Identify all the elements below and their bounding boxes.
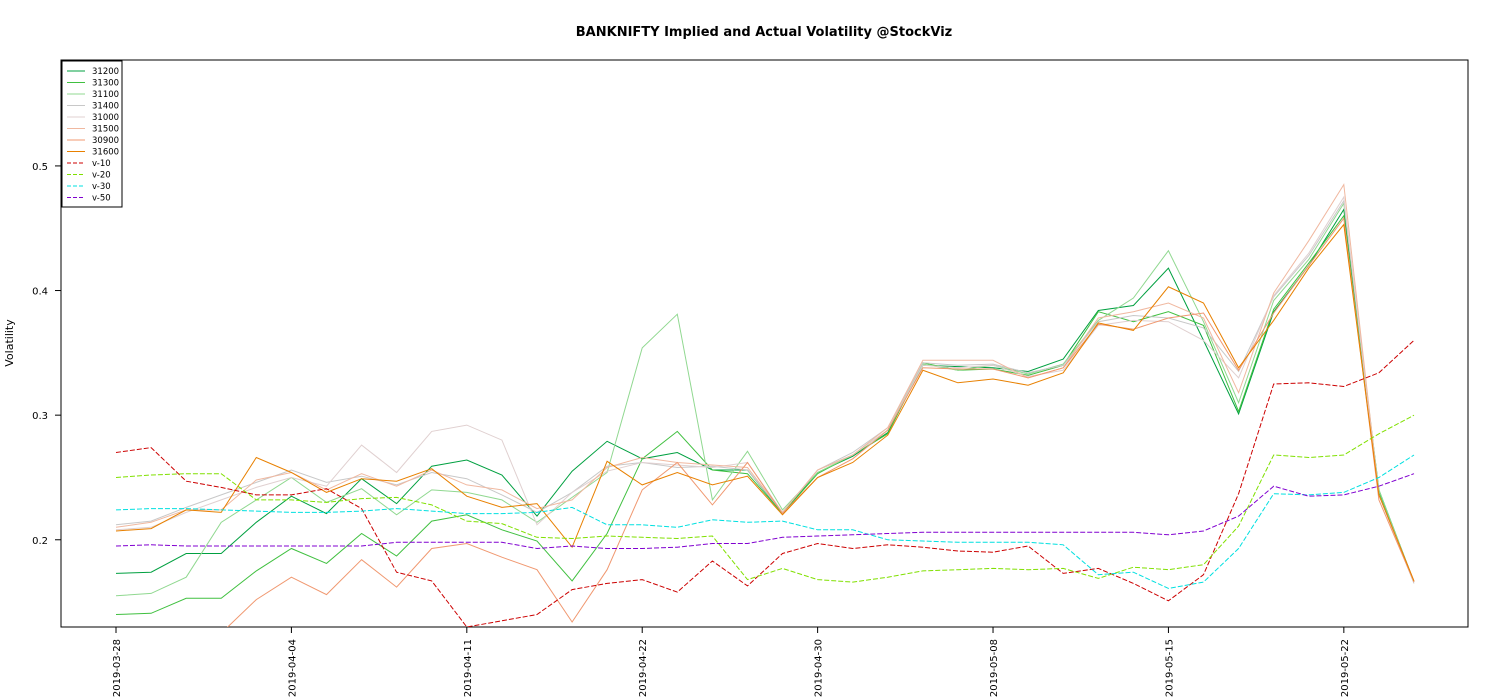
legend-label-v-20: v-20	[92, 171, 111, 181]
x-tick-label: 2019-04-11	[463, 639, 474, 697]
x-tick-label: 2019-05-22	[1340, 639, 1351, 697]
y-axis-label: Volatility	[3, 319, 16, 367]
legend-label-31400: 31400	[92, 102, 119, 112]
legend-label-31000: 31000	[92, 113, 119, 123]
x-tick-label: 2019-05-08	[989, 639, 1000, 697]
legend-label-v-30: v-30	[92, 182, 111, 192]
series-line-31400	[115, 199, 1415, 584]
legend-label-31100: 31100	[92, 90, 119, 100]
series-line-31300	[115, 214, 1415, 615]
x-tick-label: 2019-04-30	[814, 639, 825, 697]
legend-label-v-10: v-10	[92, 159, 111, 169]
series-line-v-30	[115, 454, 1415, 589]
x-tick-label: 2019-03-28	[112, 639, 123, 697]
y-axis: 0.2 0.3 0.4 0.5	[32, 162, 61, 547]
x-axis: 2019-03-28 2019-04-04 2019-04-11 2019-04-22…	[112, 627, 1351, 697]
y-tick-label: 0.2	[32, 536, 48, 547]
legend-label-31500: 31500	[92, 125, 119, 135]
legend-label-v-50: v-50	[92, 194, 111, 204]
series-line-31100	[115, 201, 1415, 597]
series-lines	[115, 183, 1415, 627]
x-tick-label: 2019-04-04	[287, 639, 298, 697]
legend-box	[61, 60, 123, 208]
series-line-v-20	[115, 414, 1415, 583]
legend-label-31600: 31600	[92, 148, 119, 158]
x-tick-label: 2019-05-15	[1164, 639, 1175, 697]
series-line-31600	[115, 223, 1415, 582]
legend-label-31200: 31200	[92, 67, 119, 77]
y-tick-label: 0.3	[32, 411, 48, 422]
series-line-31500	[115, 183, 1415, 583]
y-tick-label: 0.5	[32, 162, 48, 173]
legend-label-30900: 30900	[92, 136, 119, 146]
y-tick-label: 0.4	[32, 287, 48, 298]
plot-area-frame	[60, 59, 1469, 628]
series-line-v-10	[115, 340, 1415, 627]
x-tick-label: 2019-04-22	[638, 639, 649, 697]
chart-title: BANKNIFTY Implied and Actual Volatility …	[576, 25, 952, 40]
series-line-30900	[226, 216, 1415, 627]
legend-label-31300: 31300	[92, 79, 119, 89]
